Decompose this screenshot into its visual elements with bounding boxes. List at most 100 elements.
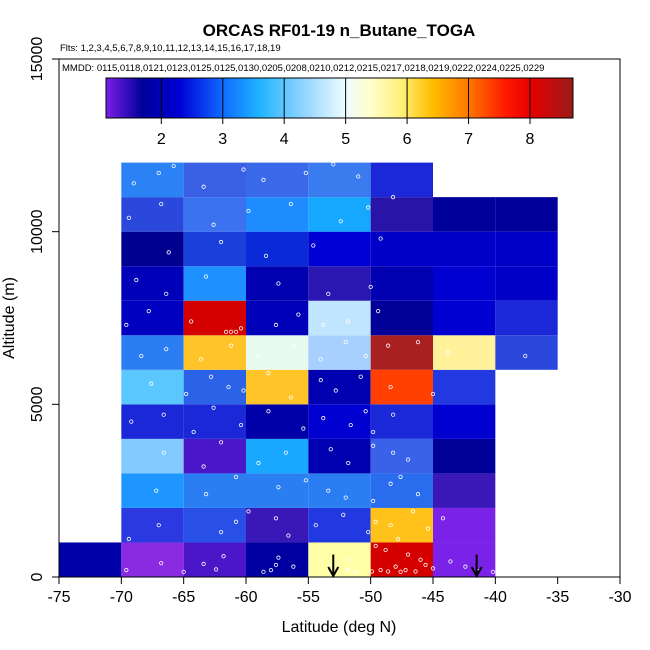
sample-point xyxy=(256,353,261,359)
sample-point xyxy=(154,488,159,493)
marker-arrows xyxy=(327,554,483,579)
colorbar-tick-label: 2 xyxy=(157,131,166,148)
heatmap-cell xyxy=(495,300,558,336)
sample-point xyxy=(418,557,423,562)
sample-point xyxy=(366,530,371,535)
heatmap-cell xyxy=(246,542,309,577)
sample-point xyxy=(171,163,176,169)
sample-point xyxy=(346,460,351,466)
sample-point xyxy=(221,554,226,559)
sample-point xyxy=(318,357,323,362)
heatmap-cell xyxy=(246,404,309,439)
sample-point xyxy=(126,215,131,220)
sample-point xyxy=(326,488,331,493)
heatmap-cell xyxy=(433,335,496,370)
sample-point xyxy=(149,381,154,386)
colorbar-gradient xyxy=(105,77,574,119)
sample-point xyxy=(213,567,219,572)
sample-point xyxy=(348,422,353,428)
sample-point xyxy=(156,170,161,176)
y-tick-label: 10000 xyxy=(29,209,46,254)
heatmap-cells xyxy=(59,162,558,577)
heatmap-cell xyxy=(370,438,433,474)
sample-point xyxy=(159,201,164,207)
heatmap-cell xyxy=(433,507,496,543)
sample-point xyxy=(261,569,266,574)
sample-point xyxy=(395,536,401,542)
x-tick-label: -30 xyxy=(608,589,631,606)
sample-point xyxy=(218,239,224,245)
x-tick-label: -70 xyxy=(110,589,133,606)
colorbar-tick-label: 8 xyxy=(526,131,535,148)
sample-point xyxy=(523,353,528,359)
sample-point xyxy=(191,429,196,435)
sample-point xyxy=(156,523,161,528)
heatmap-cell xyxy=(308,473,371,508)
sample-point xyxy=(139,353,144,359)
sample-point xyxy=(430,391,436,397)
x-axis-label: Latitude (deg N) xyxy=(282,619,397,636)
colorbar-tick-label: 3 xyxy=(218,131,227,148)
sample-point xyxy=(373,519,378,524)
sample-point xyxy=(124,322,129,328)
sample-point xyxy=(276,485,281,490)
x-tick-label: -35 xyxy=(546,589,569,606)
heatmap-cell xyxy=(246,266,309,301)
heatmap-cell xyxy=(183,335,246,370)
sample-point xyxy=(353,569,358,574)
heatmap-cell xyxy=(370,231,433,267)
heatmap-cell xyxy=(433,542,496,577)
sample-point xyxy=(164,346,169,352)
sample-point xyxy=(184,391,189,397)
sample-point xyxy=(126,536,131,542)
sample-point xyxy=(288,201,293,207)
sample-point xyxy=(371,443,376,448)
sample-point xyxy=(266,371,271,376)
heatmap-cell xyxy=(370,335,433,370)
heatmap-cell xyxy=(433,438,496,474)
heatmap-cell xyxy=(121,162,184,198)
heatmap-cell xyxy=(246,197,309,232)
x-axis: -75 -70 -65 -60 -55 -50 -45 -40 -35 -30 xyxy=(47,577,632,606)
sample-point xyxy=(415,492,421,497)
sample-point xyxy=(273,562,279,568)
heatmap-cell xyxy=(495,231,558,267)
heatmap-cell xyxy=(308,507,371,543)
sample-point xyxy=(368,284,373,290)
heatmap-cell xyxy=(121,335,184,370)
sample-point xyxy=(331,162,336,167)
heatmap-cell xyxy=(308,335,371,370)
heatmap-cell xyxy=(183,507,246,543)
sample-point xyxy=(363,409,368,414)
sample-point xyxy=(189,319,194,324)
sample-point xyxy=(363,353,368,359)
heatmap-cell xyxy=(308,197,371,232)
heatmap-cell xyxy=(495,197,558,232)
sample-point xyxy=(341,512,346,517)
sample-point xyxy=(386,569,391,574)
sample-point xyxy=(226,384,231,390)
heatmap-cell xyxy=(308,438,371,474)
heatmap-cell xyxy=(183,404,246,439)
sample-point xyxy=(403,567,408,573)
heatmap-cell xyxy=(370,369,433,405)
sample-point xyxy=(343,495,348,500)
y-axis: 0 5000 10000 15000 xyxy=(29,37,59,581)
heatmap-cell xyxy=(370,197,433,232)
y-axis-label: Altitude (m) xyxy=(1,277,18,359)
sample-point xyxy=(211,405,216,410)
sample-point xyxy=(246,509,251,514)
sample-point xyxy=(291,564,296,569)
heatmap-cell xyxy=(370,300,433,336)
heatmap-cell xyxy=(246,438,309,474)
sample-point xyxy=(565,219,570,224)
heatmap-cell xyxy=(246,300,309,336)
colorbar-tick-label: 5 xyxy=(341,131,350,148)
sample-point xyxy=(343,340,348,345)
sample-point xyxy=(296,312,301,317)
y-tick-label: 5000 xyxy=(29,386,46,422)
sample-point xyxy=(211,222,216,227)
sample-point xyxy=(388,523,393,528)
sample-point xyxy=(204,274,209,279)
colorbar-tick-label: 6 xyxy=(403,131,412,148)
